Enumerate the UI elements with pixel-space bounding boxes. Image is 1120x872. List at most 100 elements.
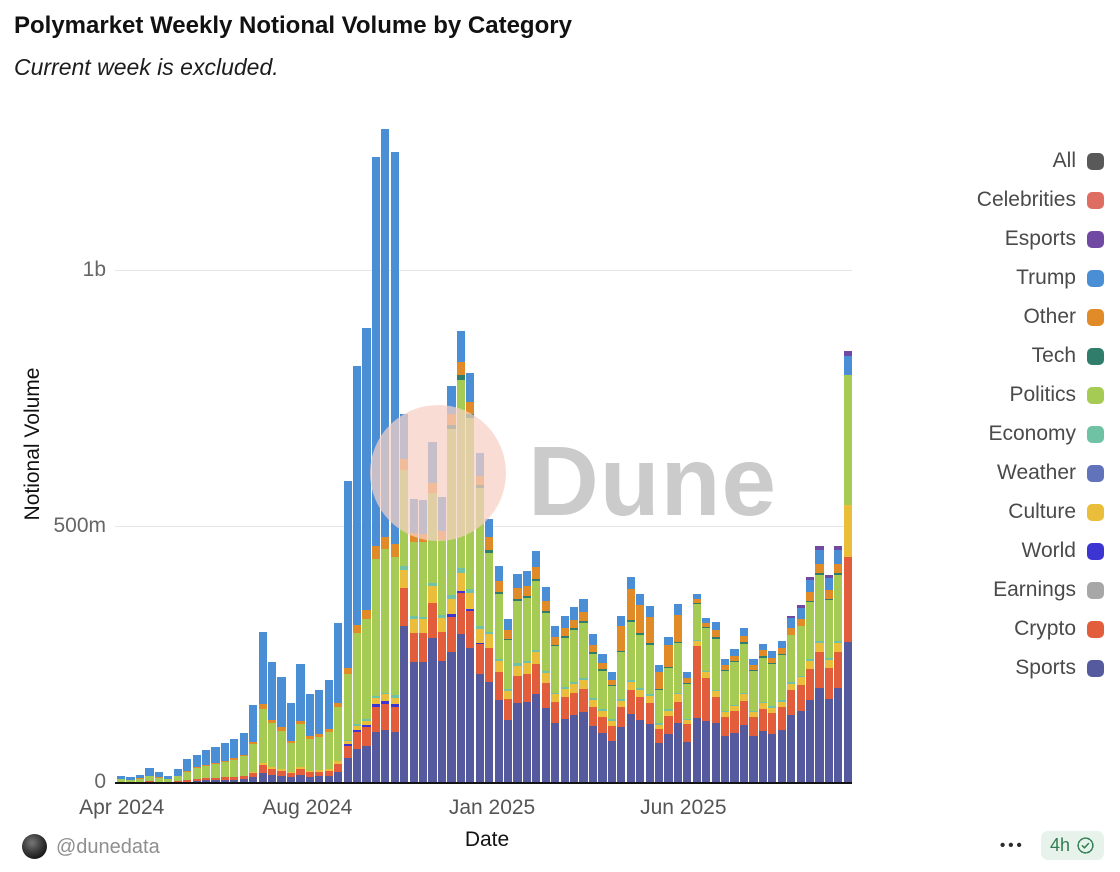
bar-week-0[interactable] [117, 775, 126, 782]
bar-week-57[interactable] [654, 664, 664, 782]
avatar[interactable] [22, 834, 47, 859]
legend-item-crypto[interactable]: Crypto [977, 618, 1104, 639]
bar-week-43[interactable] [522, 570, 531, 782]
legend-item-all[interactable]: All [977, 150, 1104, 171]
bar-week-72[interactable] [796, 605, 805, 782]
bar-week-75[interactable] [824, 574, 833, 782]
bar-week-42[interactable] [513, 574, 522, 782]
bar-week-45[interactable] [541, 587, 550, 782]
bar-week-36[interactable] [456, 330, 465, 782]
bar-week-9[interactable] [201, 750, 211, 782]
segment-trump [485, 518, 494, 538]
bar-week-1[interactable] [126, 777, 135, 782]
bar-week-28[interactable] [381, 129, 390, 782]
bar-week-52[interactable] [607, 672, 616, 782]
bar-week-74[interactable] [815, 546, 824, 782]
bar-week-16[interactable] [268, 661, 277, 782]
bar-week-35[interactable] [447, 385, 456, 782]
bar-week-8[interactable] [192, 755, 201, 782]
bar-week-7[interactable] [183, 758, 192, 782]
bar-week-41[interactable] [503, 619, 513, 782]
bar-week-27[interactable] [371, 156, 380, 782]
legend-item-trump[interactable]: Trump [977, 267, 1104, 288]
legend-item-economy[interactable]: Economy [977, 423, 1104, 444]
bar-week-17[interactable] [277, 677, 286, 782]
bar-week-61[interactable] [692, 594, 701, 782]
bar-week-77[interactable] [843, 350, 852, 782]
bar-week-24[interactable] [343, 480, 352, 782]
bar-week-33[interactable] [428, 441, 437, 782]
bar-week-39[interactable] [485, 518, 494, 782]
bar-week-65[interactable] [730, 648, 739, 782]
bar-week-5[interactable] [164, 775, 173, 782]
legend-item-weather[interactable]: Weather [977, 462, 1104, 483]
bar-week-12[interactable] [230, 738, 239, 782]
bar-week-46[interactable] [551, 626, 560, 782]
bar-week-62[interactable] [702, 617, 711, 782]
legend-item-culture[interactable]: Culture [977, 501, 1104, 522]
legend-item-world[interactable]: World [977, 540, 1104, 561]
legend-item-earnings[interactable]: Earnings [977, 579, 1104, 600]
author-handle[interactable]: @dunedata [56, 836, 160, 858]
bar-week-11[interactable] [220, 743, 229, 782]
bar-week-53[interactable] [617, 616, 626, 782]
bar-week-56[interactable] [645, 606, 654, 782]
segment-crypto [834, 652, 843, 688]
bar-week-22[interactable] [324, 679, 333, 782]
bar-week-76[interactable] [834, 546, 843, 782]
bar-week-38[interactable] [475, 452, 484, 782]
bar-week-55[interactable] [636, 594, 645, 782]
bar-week-14[interactable] [249, 705, 258, 782]
bar-week-48[interactable] [570, 607, 579, 782]
bar-week-66[interactable] [739, 628, 749, 782]
legend-item-politics[interactable]: Politics [977, 384, 1104, 405]
bar-week-2[interactable] [135, 774, 145, 782]
bar-week-4[interactable] [154, 771, 163, 782]
bar-week-18[interactable] [286, 702, 296, 782]
legend-item-esports[interactable]: Esports [977, 228, 1104, 249]
bar-week-21[interactable] [315, 689, 324, 782]
bar-week-50[interactable] [588, 634, 598, 782]
bar-week-68[interactable] [758, 643, 767, 782]
bar-week-26[interactable] [362, 328, 371, 782]
bar-week-64[interactable] [721, 659, 730, 782]
bar-week-29[interactable] [390, 152, 399, 782]
legend-item-celebrities[interactable]: Celebrities [977, 189, 1104, 210]
bar-week-73[interactable] [805, 577, 815, 782]
bar-week-59[interactable] [673, 604, 682, 782]
bar-week-69[interactable] [768, 651, 777, 782]
bar-week-20[interactable] [305, 693, 314, 782]
bar-week-67[interactable] [749, 659, 758, 782]
bar-week-71[interactable] [787, 615, 796, 782]
bar-week-13[interactable] [239, 733, 248, 782]
bar-week-32[interactable] [419, 499, 428, 782]
bar-week-6[interactable] [173, 768, 182, 782]
bar-week-34[interactable] [437, 496, 447, 782]
bar-week-10[interactable] [211, 747, 220, 782]
bar-week-49[interactable] [579, 599, 588, 782]
legend-item-other[interactable]: Other [977, 306, 1104, 327]
bar-week-70[interactable] [777, 641, 786, 782]
bar-week-47[interactable] [560, 616, 569, 782]
last-updated-badge[interactable]: 4h [1040, 831, 1104, 860]
bar-week-37[interactable] [466, 373, 475, 782]
bar-week-54[interactable] [626, 577, 635, 782]
bar-week-60[interactable] [683, 672, 692, 782]
bar-week-3[interactable] [145, 767, 154, 782]
more-menu-icon[interactable]: ••• [1000, 837, 1025, 854]
bar-week-19[interactable] [296, 664, 305, 782]
bar-week-31[interactable] [409, 498, 418, 782]
bar-week-23[interactable] [334, 623, 343, 782]
segment-other [390, 544, 399, 558]
legend-item-tech[interactable]: Tech [977, 345, 1104, 366]
segment-sports [749, 736, 758, 782]
bar-week-40[interactable] [494, 565, 503, 782]
legend-item-sports[interactable]: Sports [977, 657, 1104, 678]
bar-week-63[interactable] [711, 622, 720, 782]
bar-week-25[interactable] [352, 365, 362, 782]
bar-week-58[interactable] [664, 636, 673, 782]
bar-week-51[interactable] [598, 654, 607, 782]
bar-week-15[interactable] [258, 632, 267, 782]
bar-week-44[interactable] [532, 550, 541, 782]
bar-week-30[interactable] [400, 414, 409, 782]
